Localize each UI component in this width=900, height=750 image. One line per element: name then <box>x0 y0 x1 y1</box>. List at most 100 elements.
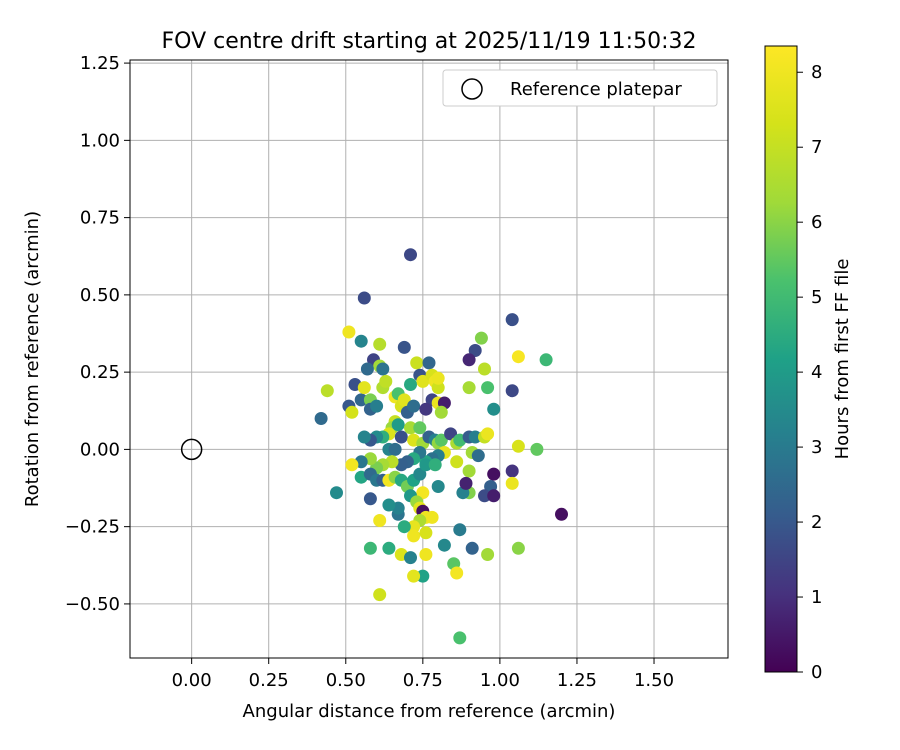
x-axis-ticks: 0.00 0.25 0.50 0.75 1.00 1.25 1.50 <box>172 658 674 691</box>
y-tick-label: 0.75 <box>80 208 120 229</box>
data-point <box>478 362 491 376</box>
plot-area-frame <box>129 59 729 659</box>
data-point <box>370 399 384 413</box>
data-point <box>511 439 525 453</box>
colorbar-tick-label: 4 <box>811 362 822 383</box>
data-point <box>407 399 421 413</box>
legend-marker-icon <box>461 78 483 100</box>
data-point <box>397 520 411 534</box>
data-point <box>434 433 448 447</box>
data-point <box>462 464 476 478</box>
data-point <box>505 476 519 490</box>
y-axis-ticks: −0.50 −0.25 0.00 0.25 0.50 0.75 1.00 1.25 <box>65 53 130 615</box>
data-point <box>465 541 479 555</box>
data-point <box>413 467 427 481</box>
data-point <box>487 402 501 416</box>
data-point <box>404 248 417 262</box>
data-point <box>342 325 356 339</box>
data-point <box>474 331 488 345</box>
data-point <box>478 489 491 503</box>
colorbar-tick-label: 5 <box>811 287 822 308</box>
data-point <box>379 374 393 388</box>
data-point <box>453 631 467 645</box>
colorbar-tick-label: 7 <box>811 137 822 158</box>
data-point <box>459 476 473 490</box>
colorbar-tick-label: 8 <box>811 62 822 83</box>
data-point <box>431 480 445 493</box>
data-point <box>505 313 519 327</box>
data-point <box>505 384 519 398</box>
data-point <box>397 393 411 407</box>
data-point <box>373 337 387 351</box>
data-point <box>382 498 396 512</box>
data-point <box>471 449 485 463</box>
colorbar-gradient <box>764 45 798 673</box>
colorbar-label: Hours from first FF file <box>832 259 853 460</box>
data-point <box>487 467 501 481</box>
data-point <box>376 362 390 376</box>
data-point <box>453 523 467 537</box>
data-point <box>422 356 436 370</box>
data-point <box>357 381 371 395</box>
data-point <box>511 541 525 555</box>
data-point <box>434 405 448 419</box>
data-point <box>413 421 427 435</box>
data-point <box>431 371 445 385</box>
data-point <box>314 412 328 425</box>
data-point <box>416 569 430 583</box>
data-point <box>425 510 439 524</box>
y-tick-label: 0.00 <box>80 439 120 460</box>
y-tick-label: 1.00 <box>80 130 120 151</box>
reference-point-marker <box>180 438 203 461</box>
y-tick-label: −0.50 <box>65 594 120 615</box>
data-point <box>394 430 408 444</box>
y-tick-label: 1.25 <box>80 53 120 74</box>
x-tick-label: 1.25 <box>557 670 597 691</box>
data-point <box>481 427 495 441</box>
data-point <box>357 430 371 444</box>
data-point <box>530 442 544 456</box>
data-point <box>397 340 411 354</box>
y-tick-label: −0.25 <box>65 517 120 538</box>
data-point <box>419 402 433 416</box>
data-point <box>505 464 519 478</box>
data-point <box>462 381 476 395</box>
data-point <box>404 421 417 435</box>
data-point <box>373 514 387 527</box>
data-point <box>487 489 501 503</box>
x-axis-label: Angular distance from reference (arcmin) <box>243 701 616 722</box>
data-points <box>314 248 568 645</box>
data-point <box>391 418 405 432</box>
data-point <box>468 430 482 444</box>
data-point <box>388 442 402 456</box>
grid <box>130 60 728 658</box>
colorbar-tick-label: 1 <box>811 587 822 608</box>
legend: Reference platepar <box>442 69 718 107</box>
colorbar-tick-label: 0 <box>811 662 822 683</box>
data-point <box>419 526 433 540</box>
data-point <box>481 381 495 395</box>
data-point <box>410 356 424 370</box>
colorbar: 0 1 2 3 4 5 6 7 8 Hours from first FF file <box>764 45 853 683</box>
data-point <box>407 529 421 543</box>
data-point <box>481 548 495 561</box>
chart-title: FOV centre drift starting at 2025/11/19 … <box>162 29 697 54</box>
data-point <box>419 458 433 472</box>
y-axis-label: Rotation from reference (arcmin) <box>22 211 43 507</box>
legend-box <box>442 69 718 107</box>
colorbar-ticks: 0 1 2 3 4 5 6 7 8 <box>797 62 822 683</box>
data-point <box>407 569 421 583</box>
data-point <box>404 551 417 565</box>
data-point <box>360 362 374 376</box>
data-point <box>416 486 430 500</box>
data-point <box>354 334 368 348</box>
data-point <box>539 353 553 367</box>
data-point <box>363 541 377 555</box>
data-point <box>419 548 433 561</box>
data-point <box>416 374 430 388</box>
legend-label: Reference platepar <box>510 79 682 100</box>
colorbar-tick-label: 6 <box>811 212 822 233</box>
data-point <box>407 520 421 534</box>
data-point <box>437 538 451 552</box>
